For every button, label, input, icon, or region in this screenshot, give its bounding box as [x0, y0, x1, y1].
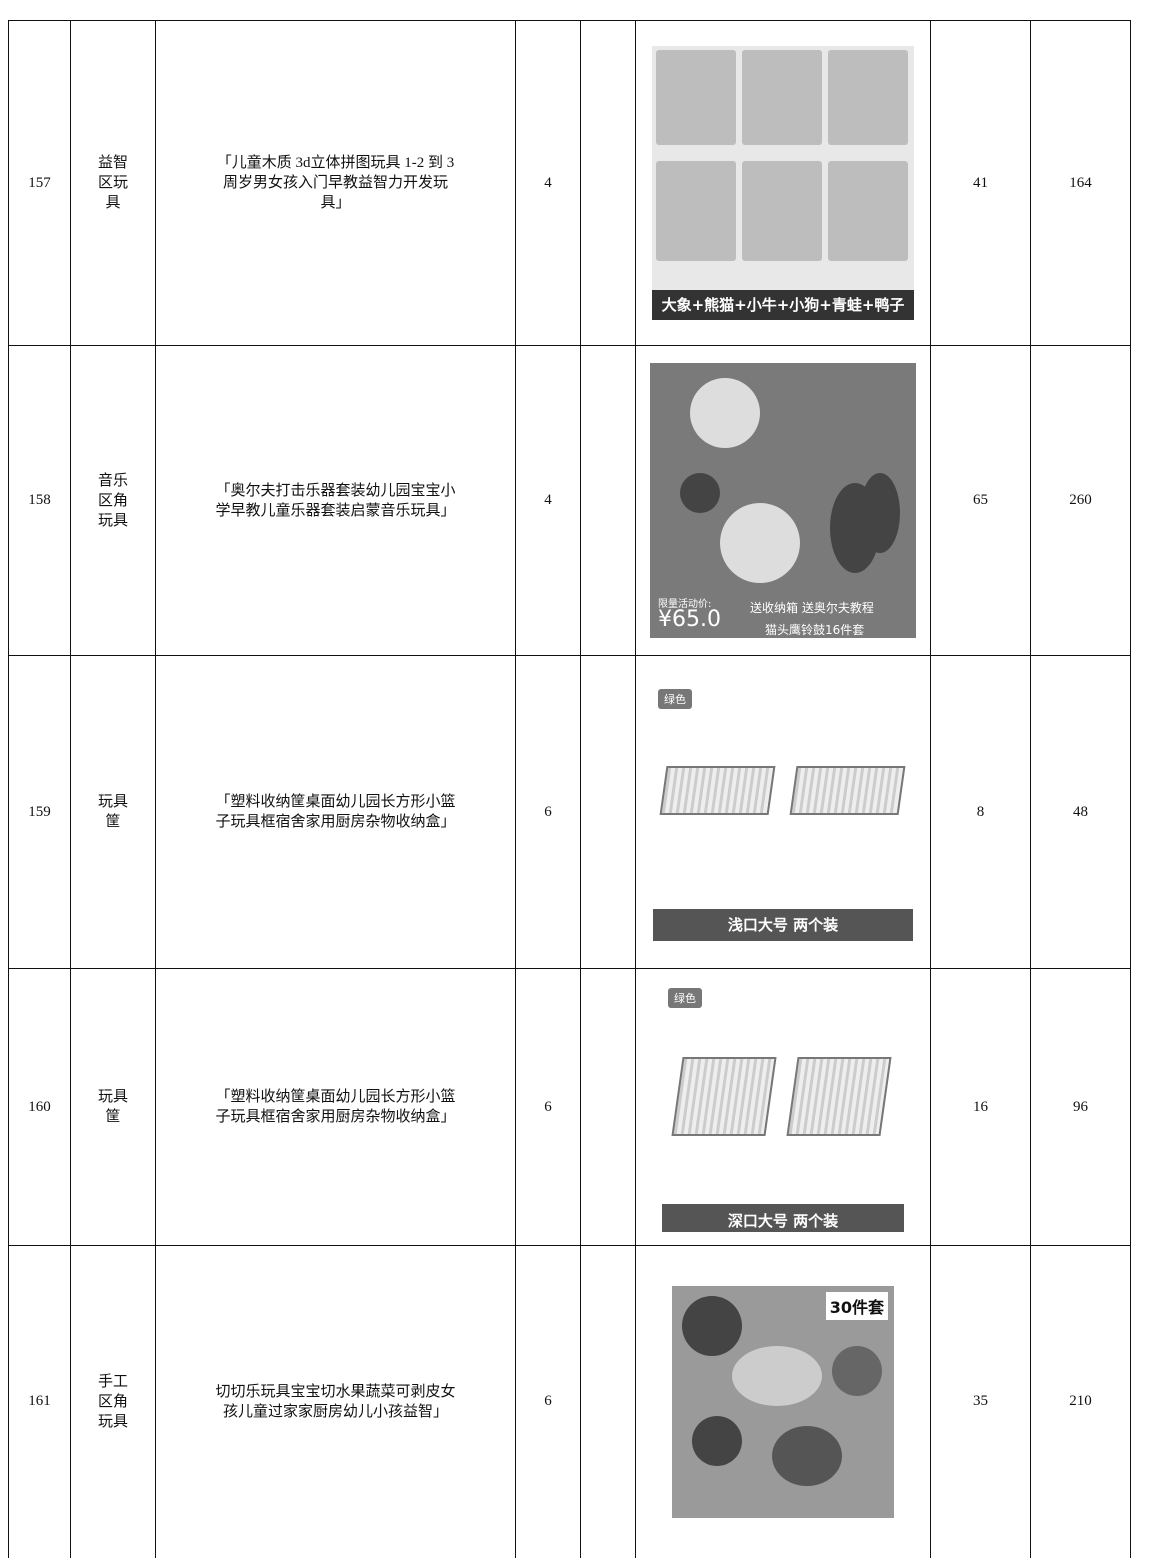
product-image: 大象+熊猫+小牛+小狗+青蛙+鸭子 — [652, 46, 914, 320]
empty-cell — [580, 20, 636, 346]
total: 48 — [1030, 655, 1131, 969]
description-cell: 「塑料收纳筐桌面幼儿园长方形小篮子玩具框宿舍家用厨房杂物收纳盒」 — [155, 968, 516, 1246]
category-cell: 手工区角玩具 — [70, 1245, 156, 1558]
row: 159 玩具筐 「塑料收纳筐桌面幼儿园长方形小篮子玩具框宿舍家用厨房杂物收纳盒」… — [8, 655, 1131, 969]
description: 「塑料收纳筐桌面幼儿园长方形小篮子玩具框宿舍家用厨房杂物收纳盒」 — [215, 1089, 456, 1125]
unit-price: 41 — [930, 20, 1031, 346]
category: 益智区玩具 — [98, 155, 129, 211]
empty-cell — [580, 345, 636, 656]
number: 160 — [8, 968, 71, 1246]
unit-price: 65 — [930, 345, 1031, 656]
image-caption: 深口大号 两个装 — [662, 1204, 904, 1232]
image-text: 限量活动价: — [658, 599, 712, 610]
description: 「奥尔夫打击乐器套装幼儿园宝宝小学早教儿童乐器套装启蒙音乐玩具」 — [215, 482, 456, 519]
quantity: 6 — [515, 968, 581, 1246]
product-table: 157 益智区玩具 「儿童木质 3d立体拼图玩具 1-2 到 3 周岁男女孩入门… — [8, 20, 1131, 1558]
row: 161 手工区角玩具 切切乐玩具宝宝切水果蔬菜可剥皮女孩儿童过家家厨房幼儿小孩益… — [8, 1245, 1131, 1558]
category: 玩具筐 — [98, 794, 129, 830]
row: 160 玩具筐 「塑料收纳筐桌面幼儿园长方形小篮子玩具框宿舍家用厨房杂物收纳盒」… — [8, 968, 1131, 1246]
unit-price: 35 — [930, 1245, 1031, 1558]
empty-cell — [580, 1245, 636, 1558]
description-cell: 「儿童木质 3d立体拼图玩具 1-2 到 3 周岁男女孩入门早教益智力开发玩具」 — [155, 20, 516, 346]
image-cell: 绿色 浅口大号 两个装 — [635, 655, 931, 969]
image-caption: 浅口大号 两个装 — [653, 909, 913, 941]
product-image: 限量活动价: ¥65.0 送收纳箱 送奥尔夫教程 猫头鹰铃鼓16件套 — [650, 363, 916, 638]
category-cell: 音乐区角玩具 — [70, 345, 156, 656]
image-text: 送收纳箱 送奥尔夫教程 — [750, 601, 874, 615]
image-cell: 大象+熊猫+小牛+小狗+青蛙+鸭子 — [635, 20, 931, 346]
total: 260 — [1030, 345, 1131, 656]
empty-cell — [580, 968, 636, 1246]
category: 手工区角玩具 — [98, 1373, 129, 1430]
total: 164 — [1030, 20, 1131, 346]
category: 音乐区角玩具 — [98, 472, 129, 529]
number: 161 — [8, 1245, 71, 1558]
quantity: 6 — [515, 655, 581, 969]
description: 切切乐玩具宝宝切水果蔬菜可剥皮女孩儿童过家家厨房幼儿小孩益智」 — [215, 1383, 456, 1420]
image-cell: 限量活动价: ¥65.0 送收纳箱 送奥尔夫教程 猫头鹰铃鼓16件套 — [635, 345, 931, 656]
image-badge: 绿色 — [658, 689, 692, 709]
description: 「塑料收纳筐桌面幼儿园长方形小篮子玩具框宿舍家用厨房杂物收纳盒」 — [215, 794, 456, 830]
product-image: 30件套 — [672, 1285, 894, 1518]
category-cell: 益智区玩具 — [70, 20, 156, 346]
unit-price: 16 — [930, 968, 1031, 1246]
description-cell: 切切乐玩具宝宝切水果蔬菜可剥皮女孩儿童过家家厨房幼儿小孩益智」 — [155, 1245, 516, 1558]
number: 159 — [8, 655, 71, 969]
image-text: ¥65.0 — [658, 607, 721, 632]
image-caption: 大象+熊猫+小牛+小狗+青蛙+鸭子 — [652, 290, 914, 320]
product-image: 绿色 深口大号 两个装 — [662, 982, 904, 1232]
total: 210 — [1030, 1245, 1131, 1558]
image-badge: 30件套 — [825, 1291, 888, 1320]
image-badge: 绿色 — [668, 988, 702, 1008]
description-cell: 「塑料收纳筐桌面幼儿园长方形小篮子玩具框宿舍家用厨房杂物收纳盒」 — [155, 655, 516, 969]
description-cell: 「奥尔夫打击乐器套装幼儿园宝宝小学早教儿童乐器套装启蒙音乐玩具」 — [155, 345, 516, 656]
total: 96 — [1030, 968, 1131, 1246]
image-cell: 绿色 深口大号 两个装 — [635, 968, 931, 1246]
category-cell: 玩具筐 — [70, 655, 156, 969]
category-cell: 玩具筐 — [70, 968, 156, 1246]
category: 玩具筐 — [98, 1089, 129, 1125]
quantity: 6 — [515, 1245, 581, 1558]
quantity: 4 — [515, 20, 581, 346]
empty-cell — [580, 655, 636, 969]
image-text: 猫头鹰铃鼓16件套 — [765, 623, 865, 637]
quantity: 4 — [515, 345, 581, 656]
image-cell: 30件套 — [635, 1245, 931, 1558]
number: 158 — [8, 345, 71, 656]
row: 158 音乐区角玩具 「奥尔夫打击乐器套装幼儿园宝宝小学早教儿童乐器套装启蒙音乐… — [8, 345, 1131, 656]
unit-price: 8 — [930, 655, 1031, 969]
product-image: 绿色 浅口大号 两个装 — [648, 681, 918, 943]
description: 「儿童木质 3d立体拼图玩具 1-2 到 3 周岁男女孩入门早教益智力开发玩具」 — [216, 155, 455, 211]
number: 157 — [8, 20, 71, 346]
row: 157 益智区玩具 「儿童木质 3d立体拼图玩具 1-2 到 3 周岁男女孩入门… — [8, 20, 1131, 346]
